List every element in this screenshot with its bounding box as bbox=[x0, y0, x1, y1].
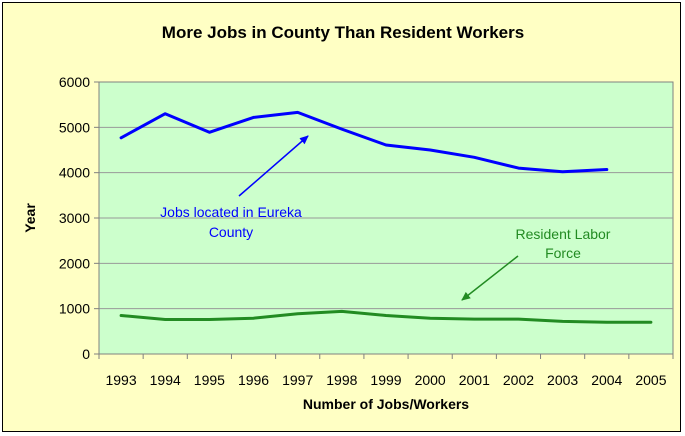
annotation-jobs-arrow bbox=[238, 135, 309, 197]
chart-svg: More Jobs in County Than Resident Worker… bbox=[22, 23, 674, 412]
x-tick-label: 2002 bbox=[503, 372, 534, 388]
annotation-labor: Resident Labor Force bbox=[461, 226, 611, 301]
chart-title: More Jobs in County Than Resident Worker… bbox=[162, 23, 524, 42]
annotation-labor-line-1: Resident Labor bbox=[516, 226, 611, 242]
series-lines bbox=[119, 110, 653, 324]
series-line-0 bbox=[119, 110, 609, 174]
chart-frame: More Jobs in County Than Resident Worker… bbox=[2, 2, 681, 432]
y-tick-label: 5000 bbox=[59, 119, 90, 135]
x-tick-label: 1998 bbox=[326, 372, 357, 388]
y-tick-label: 3000 bbox=[59, 210, 90, 226]
y-ticks: 0 1000 2000 3000 4000 5000 6000 bbox=[59, 74, 99, 362]
annotation-jobs: Jobs located in Eureka County bbox=[160, 135, 309, 240]
x-axis-title: Number of Jobs/Workers bbox=[303, 396, 469, 412]
x-tick-label: 1994 bbox=[150, 372, 181, 388]
annotation-jobs-line-2: County bbox=[209, 224, 253, 240]
x-ticks: 1993 1994 1995 1996 1997 1998 1999 2000 2001 2002… bbox=[98, 354, 674, 388]
y-axis-title: Year bbox=[22, 203, 38, 233]
y-tick-label: 4000 bbox=[59, 165, 90, 181]
annotation-labor-line-2: Force bbox=[545, 245, 581, 261]
x-tick-label: 1993 bbox=[105, 372, 136, 388]
x-tick-label: 2004 bbox=[591, 372, 622, 388]
x-tick-label: 2005 bbox=[635, 372, 666, 388]
annotation-jobs-line-1: Jobs located in Eureka bbox=[160, 204, 302, 220]
series-line-1 bbox=[119, 309, 653, 324]
x-tick-label: 1995 bbox=[194, 372, 225, 388]
x-tick-label: 2001 bbox=[459, 372, 490, 388]
y-tick-label: 6000 bbox=[59, 74, 90, 90]
x-tick-label: 2000 bbox=[415, 372, 446, 388]
annotation-labor-arrow bbox=[461, 255, 519, 301]
x-tick-label: 2003 bbox=[547, 372, 578, 388]
x-tick-label: 1997 bbox=[282, 372, 313, 388]
y-tick-label: 1000 bbox=[59, 301, 90, 317]
y-tick-label: 0 bbox=[82, 346, 90, 362]
x-tick-label: 1999 bbox=[370, 372, 401, 388]
y-tick-label: 2000 bbox=[59, 255, 90, 271]
x-tick-label: 1996 bbox=[238, 372, 269, 388]
